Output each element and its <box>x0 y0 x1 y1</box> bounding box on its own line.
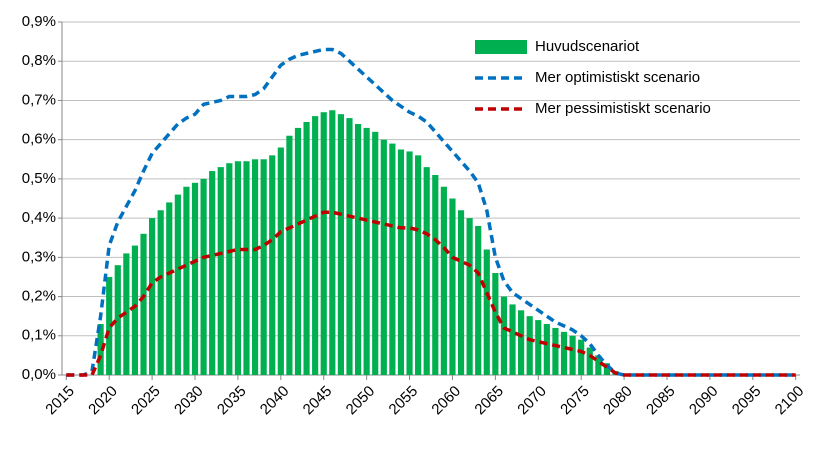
bar <box>483 249 490 375</box>
x-tick-label: 2040 <box>257 383 293 419</box>
bar <box>586 347 593 375</box>
x-tick-label: 2050 <box>343 383 379 419</box>
bar <box>346 118 353 375</box>
bar <box>603 363 611 375</box>
bar <box>543 324 550 375</box>
bar <box>509 304 516 375</box>
bar <box>406 151 413 375</box>
bar <box>157 210 164 375</box>
bar <box>372 131 379 375</box>
bar <box>560 331 568 375</box>
bar <box>243 161 250 375</box>
bar <box>380 139 387 375</box>
bar <box>191 182 199 375</box>
x-tick-label: 2020 <box>85 383 121 419</box>
y-tick-label: 0,0% <box>22 366 56 383</box>
bar <box>337 114 344 375</box>
x-tick-label: 2030 <box>171 383 207 419</box>
x-tick-label: 2085 <box>643 383 679 419</box>
y-tick-label: 0,6% <box>22 131 56 148</box>
bar <box>518 310 525 375</box>
y-tick-label: 0,8% <box>22 52 56 69</box>
y-tick-label: 0,7% <box>22 91 56 108</box>
bar <box>397 149 405 375</box>
bar <box>114 265 121 375</box>
bar <box>183 186 190 375</box>
bar <box>97 324 104 375</box>
bar <box>552 327 559 375</box>
legend-label: Mer pessimistiskt scenario <box>535 100 711 117</box>
x-tick-label: 2025 <box>128 383 164 419</box>
bar <box>457 210 465 375</box>
bar <box>466 218 473 375</box>
x-tick-label: 2095 <box>729 383 765 419</box>
bar <box>320 112 327 375</box>
bar <box>149 218 156 375</box>
bar <box>354 123 362 375</box>
bar <box>251 159 259 375</box>
bar <box>449 198 456 375</box>
x-tick-label: 2075 <box>557 383 593 419</box>
bar <box>209 171 216 375</box>
y-tick-label: 0,3% <box>22 248 56 265</box>
bar <box>226 163 233 375</box>
y-tick-label: 0,2% <box>22 288 56 305</box>
y-tick-label: 0,4% <box>22 209 56 226</box>
bar <box>578 339 585 375</box>
bar <box>269 155 276 375</box>
bar <box>500 296 508 375</box>
bar <box>106 276 113 375</box>
bar <box>526 316 533 375</box>
legend-label: Huvudscenariot <box>535 38 640 55</box>
bar <box>389 143 396 375</box>
bar <box>260 159 267 375</box>
bar <box>312 116 319 375</box>
bar <box>492 273 499 375</box>
legend-label: Mer optimistiskt scenario <box>535 69 700 86</box>
bar <box>131 245 139 375</box>
bar <box>303 122 310 376</box>
bar <box>234 161 242 375</box>
y-tick-label: 0,5% <box>22 170 56 187</box>
x-tick-label: 2045 <box>300 383 336 419</box>
x-tick-label: 2015 <box>42 383 78 419</box>
bar <box>329 110 336 375</box>
bar <box>286 135 293 375</box>
x-tick-label: 2080 <box>600 383 636 419</box>
x-tick-label: 2070 <box>514 383 550 419</box>
x-tick-label: 2060 <box>428 383 464 419</box>
bar <box>423 167 430 375</box>
bar <box>432 174 439 375</box>
x-tick-label: 2065 <box>471 383 507 419</box>
bar <box>166 202 173 375</box>
bar <box>475 225 482 375</box>
bar <box>174 194 181 375</box>
y-tick-label: 0,9% <box>22 13 56 30</box>
x-tick-label: 2035 <box>214 383 250 419</box>
line <box>66 47 796 377</box>
bar <box>535 320 542 375</box>
bar <box>569 335 576 375</box>
legend-swatch <box>475 40 527 54</box>
bar <box>294 127 302 376</box>
bar <box>140 233 147 375</box>
x-tick-label: 2090 <box>686 383 722 419</box>
bar <box>440 186 447 375</box>
x-tick-label: 2100 <box>772 383 808 419</box>
x-tick-label: 2055 <box>386 383 422 419</box>
bar <box>595 355 602 375</box>
bar <box>217 167 224 375</box>
bar <box>363 127 370 376</box>
bar <box>277 147 284 375</box>
bar <box>200 178 207 375</box>
y-tick-label: 0,1% <box>22 327 56 344</box>
bar <box>415 155 422 375</box>
